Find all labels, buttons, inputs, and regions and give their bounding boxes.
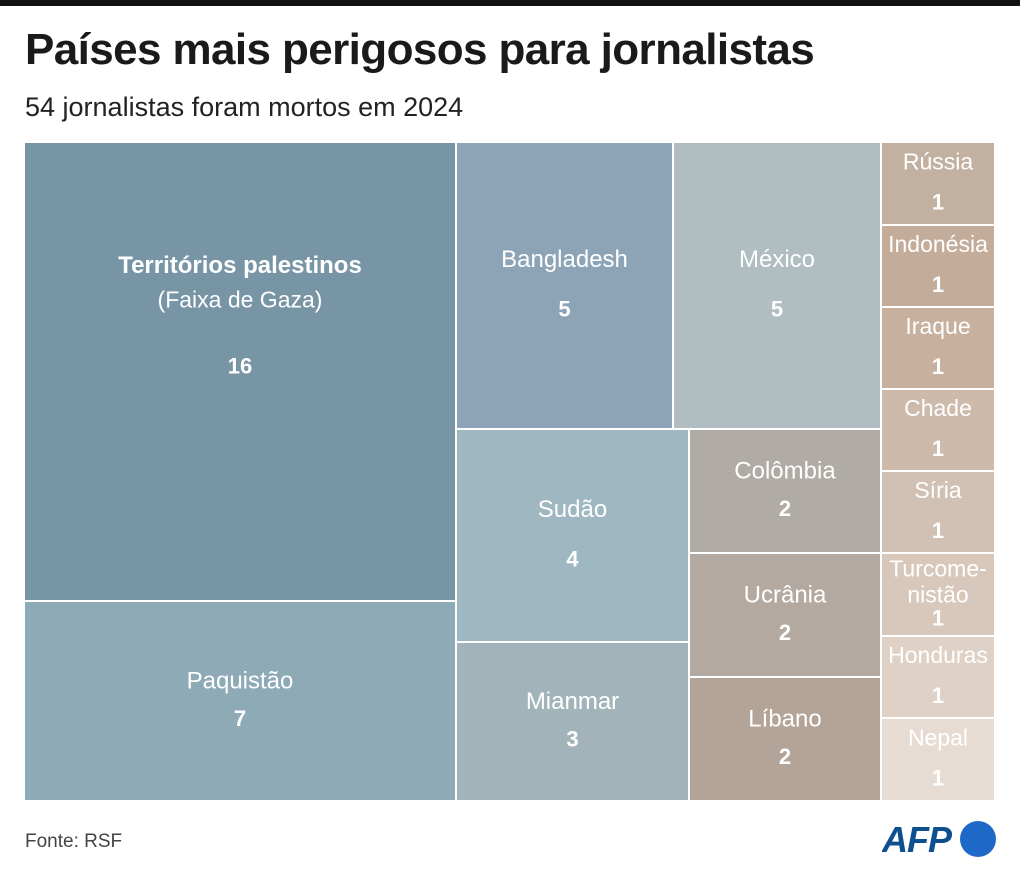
- tile-label-sudao: Sudão: [538, 496, 607, 523]
- tile-label-mianmar: Mianmar: [526, 688, 619, 715]
- chart-subtitle: 54 jornalistas foram mortos em 2024: [25, 92, 464, 122]
- tile-value-turcome-nistao: 1: [932, 605, 944, 630]
- tile-sudao: [457, 430, 688, 641]
- source-note: Fonte: RSF: [25, 831, 123, 852]
- tile-value-mianmar: 3: [566, 726, 578, 751]
- tile-value-siria: 1: [932, 518, 944, 543]
- tile-label-siria: Síria: [914, 477, 962, 503]
- tile-value-honduras: 1: [932, 683, 944, 708]
- tile-mianmar: [457, 643, 688, 800]
- tile-label-russia: Rússia: [903, 149, 974, 175]
- tile-label-indonesia: Indonésia: [888, 231, 988, 257]
- tile-honduras: [882, 637, 994, 717]
- tile-mexico: [674, 143, 880, 428]
- tile-russia: [882, 143, 994, 224]
- tile-value-iraque: 1: [932, 354, 944, 379]
- tile-label-turcome-nistao-1: Turcome-: [889, 556, 987, 582]
- tile-ucrania: [690, 554, 880, 676]
- tile-label-turcome-nistao-2: nistão: [907, 582, 968, 608]
- tile-value-bangladesh: 5: [558, 296, 570, 321]
- tile-label-colombia: Colômbia: [734, 457, 836, 484]
- tile-label-paquistao: Paquistão: [187, 667, 294, 694]
- chart-title: Países mais perigosos para jornalistas: [25, 25, 815, 74]
- tile-value-indonesia: 1: [932, 272, 944, 297]
- tile-value-mexico: 5: [771, 296, 783, 321]
- tile-value-territorios-palestinos: 16: [228, 353, 252, 378]
- tile-territorios-palestinos: [25, 143, 455, 600]
- tile-label-territorios-palestinos: Territórios palestinos: [118, 252, 362, 279]
- tile-label-nepal: Nepal: [908, 725, 968, 751]
- tile-label-honduras: Honduras: [888, 642, 988, 668]
- tile-bangladesh: [457, 143, 672, 428]
- tile-paquistao: [25, 602, 455, 800]
- tile-value-colombia: 2: [779, 496, 791, 521]
- tile-label-bangladesh: Bangladesh: [501, 246, 628, 273]
- tile-label-ucrania: Ucrânia: [744, 581, 827, 608]
- svg-text:AFP: AFP: [882, 819, 953, 860]
- tile-value-paquistao: 7: [234, 706, 246, 731]
- tile-libano: [690, 678, 880, 800]
- afp-logo: AFP: [882, 819, 996, 860]
- tile-value-sudao: 4: [566, 546, 579, 571]
- tile-indonesia: [882, 226, 994, 306]
- tile-label-mexico: México: [739, 246, 815, 273]
- tile-iraque: [882, 308, 994, 388]
- tile-colombia: [690, 430, 880, 552]
- tile-label-iraque: Iraque: [905, 313, 970, 339]
- top-rule: [0, 0, 1020, 6]
- tile-turcome-nistao: [882, 554, 994, 635]
- tile-siria: [882, 472, 994, 552]
- tile-value-nepal: 1: [932, 765, 944, 790]
- tile-label-chade: Chade: [904, 395, 972, 421]
- tile-value-chade: 1: [932, 436, 944, 461]
- tile-sublabel-territorios-palestinos: (Faixa de Gaza): [158, 287, 323, 313]
- tile-value-libano: 2: [779, 744, 791, 769]
- tile-chade: [882, 390, 994, 470]
- tile-value-ucrania: 2: [779, 620, 791, 645]
- tile-value-russia: 1: [932, 189, 944, 214]
- tile-label-libano: Líbano: [748, 705, 821, 732]
- tile-nepal: [882, 719, 994, 800]
